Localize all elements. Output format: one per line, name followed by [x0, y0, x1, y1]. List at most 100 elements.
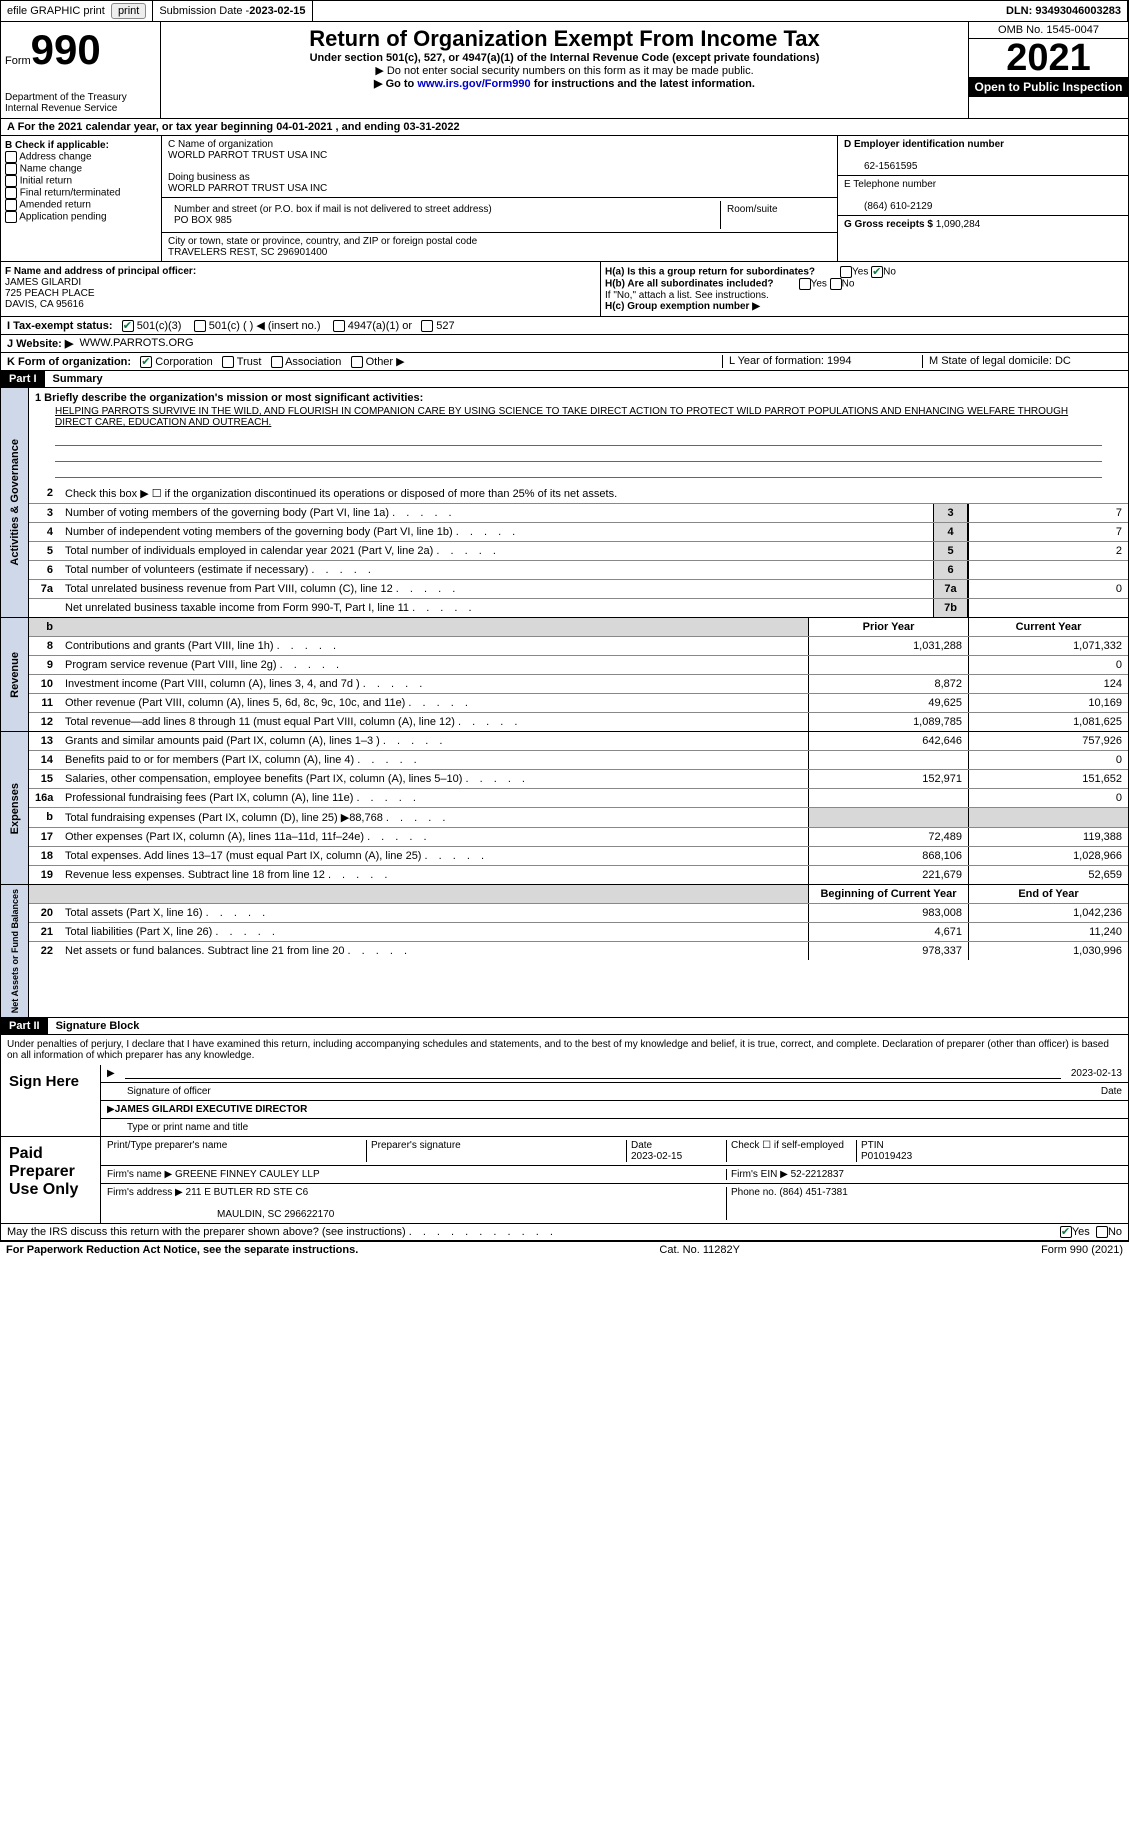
chk-hb-no[interactable] — [830, 278, 842, 290]
table-row: bTotal fundraising expenses (Part IX, co… — [29, 808, 1128, 828]
chk-final-return[interactable] — [5, 187, 17, 199]
table-row: 22Net assets or fund balances. Subtract … — [29, 942, 1128, 960]
city-cell: City or town, state or province, country… — [162, 233, 837, 261]
side-netassets-label: Net Assets or Fund Balances — [8, 885, 22, 1017]
chk-other[interactable] — [351, 356, 363, 368]
top-bar: efile GRAPHIC print print Submission Dat… — [0, 0, 1129, 22]
row-j-website: J Website: ▶ WWW.PARROTS.ORG — [0, 335, 1129, 353]
table-row: 7aTotal unrelated business revenue from … — [29, 580, 1128, 599]
chk-corp[interactable] — [140, 356, 152, 368]
side-revenue-label: Revenue — [7, 648, 23, 702]
table-row: 11Other revenue (Part VIII, column (A), … — [29, 694, 1128, 713]
h-c-label: H(c) Group exemption number ▶ — [605, 301, 760, 312]
part-1-header: Part ISummary — [0, 371, 1129, 388]
table-row: 3Number of voting members of the governi… — [29, 504, 1128, 523]
table-row: 21Total liabilities (Part X, line 26) . … — [29, 923, 1128, 942]
table-row: 20Total assets (Part X, line 16) . . . .… — [29, 904, 1128, 923]
dln: DLN: 93493046003283 — [1000, 1, 1128, 21]
entity-grid: B Check if applicable: Address change Na… — [0, 136, 1129, 262]
dept-label: Department of the Treasury Internal Reve… — [5, 92, 156, 114]
print-button[interactable]: print — [111, 3, 146, 19]
sig-date: 2023-02-13 — [1071, 1068, 1122, 1079]
h-a-label: H(a) Is this a group return for subordin… — [605, 267, 815, 278]
paid-preparer-label: Paid Preparer Use Only — [1, 1137, 101, 1223]
sign-here-label: Sign Here — [1, 1065, 101, 1136]
chk-discuss-yes[interactable] — [1060, 1226, 1072, 1238]
chk-address-change[interactable] — [5, 151, 17, 163]
header-prior-year: Prior Year — [808, 618, 968, 636]
part-2-header: Part IISignature Block — [0, 1018, 1129, 1035]
chk-assoc[interactable] — [271, 356, 283, 368]
subtitle-2: ▶ Do not enter social security numbers o… — [165, 64, 964, 77]
table-row: Net unrelated business taxable income fr… — [29, 599, 1128, 617]
sign-here-block: Sign Here ▶2023-02-13 Signature of offic… — [0, 1065, 1129, 1137]
efile-label: efile GRAPHIC print — [7, 5, 105, 17]
header-current-year: Current Year — [968, 618, 1128, 636]
gross-receipts-cell: G Gross receipts $ 1,090,284 — [838, 216, 1128, 233]
phone-cell: E Telephone number(864) 610-2129 — [838, 176, 1128, 216]
table-row: 12Total revenue—add lines 8 through 11 (… — [29, 713, 1128, 731]
subtitle-1: Under section 501(c), 527, or 4947(a)(1)… — [165, 52, 964, 64]
h-b-note: If "No," attach a list. See instructions… — [605, 290, 1124, 301]
row-fgh: F Name and address of principal officer:… — [0, 262, 1129, 317]
sig-officer-label: Signature of officer — [107, 1086, 211, 1097]
chk-initial-return[interactable] — [5, 175, 17, 187]
subtitle-3: ▶ Go to www.irs.gov/Form990 for instruct… — [165, 77, 964, 90]
signature-declaration: Under penalties of perjury, I declare th… — [0, 1035, 1129, 1065]
chk-trust[interactable] — [222, 356, 234, 368]
section-activities: Activities & Governance 1 Briefly descri… — [0, 388, 1129, 618]
row-k-form-org: K Form of organization: Corporation Trus… — [0, 353, 1129, 371]
table-row: 19Revenue less expenses. Subtract line 1… — [29, 866, 1128, 884]
address-cell: Number and street (or P.O. box if mail i… — [162, 198, 837, 233]
submission-date: Submission Date - 2023-02-15 — [153, 1, 312, 21]
tax-year: 2021 — [969, 39, 1128, 77]
section-revenue: Revenue bPrior YearCurrent Year 8Contrib… — [0, 618, 1129, 732]
mission-text: HELPING PARROTS SURVIVE IN THE WILD, AND… — [35, 404, 1122, 430]
page-footer: For Paperwork Reduction Act Notice, see … — [0, 1241, 1129, 1258]
chk-app-pending[interactable] — [5, 211, 17, 223]
table-row: 17Other expenses (Part IX, column (A), l… — [29, 828, 1128, 847]
table-row: 9Program service revenue (Part VIII, lin… — [29, 656, 1128, 675]
table-row: 8Contributions and grants (Part VIII, li… — [29, 637, 1128, 656]
chk-name-change[interactable] — [5, 163, 17, 175]
form-word: Form — [5, 55, 31, 67]
header-begin-year: Beginning of Current Year — [808, 885, 968, 903]
table-row: 14Benefits paid to or for members (Part … — [29, 751, 1128, 770]
chk-discuss-no[interactable] — [1096, 1226, 1108, 1238]
paid-preparer-block: Paid Preparer Use Only Print/Type prepar… — [0, 1137, 1129, 1224]
org-name-cell: C Name of organizationWORLD PARROT TRUST… — [162, 136, 837, 198]
q2-text: Check this box ▶ ☐ if the organization d… — [59, 484, 1128, 503]
table-row: 16aProfessional fundraising fees (Part I… — [29, 789, 1128, 808]
chk-527[interactable] — [421, 320, 433, 332]
side-expenses-label: Expenses — [7, 779, 23, 838]
form-header: Form990 Department of the Treasury Inter… — [0, 22, 1129, 119]
irs-link[interactable]: www.irs.gov/Form990 — [417, 78, 530, 90]
chk-ha-no[interactable] — [871, 266, 883, 278]
header-end-year: End of Year — [968, 885, 1128, 903]
table-row: 5Total number of individuals employed in… — [29, 542, 1128, 561]
row-a-period: A For the 2021 calendar year, or tax yea… — [0, 119, 1129, 136]
table-row: 10Investment income (Part VIII, column (… — [29, 675, 1128, 694]
q1-label: 1 Briefly describe the organization's mi… — [35, 392, 423, 404]
section-expenses: Expenses 13Grants and similar amounts pa… — [0, 732, 1129, 885]
may-irs-discuss: May the IRS discuss this return with the… — [0, 1224, 1129, 1241]
open-public: Open to Public Inspection — [969, 77, 1128, 97]
chk-501c3[interactable] — [122, 320, 134, 332]
row-i-status: I Tax-exempt status: 501(c)(3) 501(c) ( … — [0, 317, 1129, 335]
side-activities-label: Activities & Governance — [7, 435, 23, 570]
table-row: 15Salaries, other compensation, employee… — [29, 770, 1128, 789]
form-title: Return of Organization Exempt From Incom… — [165, 26, 964, 52]
table-row: 18Total expenses. Add lines 13–17 (must … — [29, 847, 1128, 866]
table-row: 6Total number of volunteers (estimate if… — [29, 561, 1128, 580]
h-b-label: H(b) Are all subordinates included? — [605, 279, 774, 290]
officer-name: JAMES GILARDI EXECUTIVE DIRECTOR — [115, 1104, 308, 1115]
chk-4947[interactable] — [333, 320, 345, 332]
col-b-checkboxes: B Check if applicable: Address change Na… — [1, 136, 161, 261]
table-row: 13Grants and similar amounts paid (Part … — [29, 732, 1128, 751]
chk-hb-yes[interactable] — [799, 278, 811, 290]
ein-cell: D Employer identification number62-15615… — [838, 136, 1128, 176]
chk-amended[interactable] — [5, 199, 17, 211]
form-number: 990 — [31, 26, 101, 73]
chk-ha-yes[interactable] — [840, 266, 852, 278]
chk-501c[interactable] — [194, 320, 206, 332]
